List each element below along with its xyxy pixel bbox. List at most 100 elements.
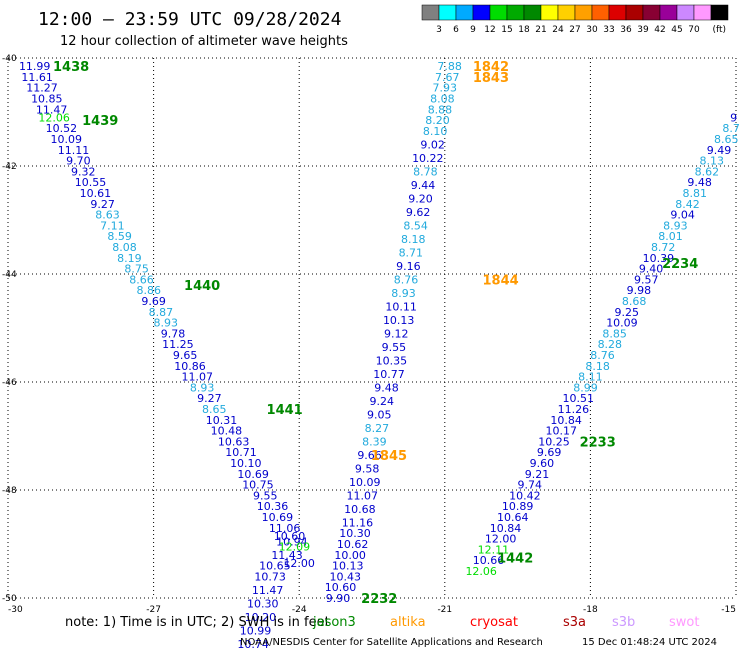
wave-height-value: 9.55: [382, 341, 407, 354]
wave-height-value: 7.11: [100, 219, 125, 232]
x-tick-label: -30: [8, 605, 23, 615]
wave-height-value: 8.28: [598, 338, 623, 351]
colorbar-label: 21: [535, 25, 546, 35]
wave-height-value: 10.52: [46, 122, 78, 135]
colorbar-swatch: [625, 4, 644, 21]
axis-tick-labels: -30 -27 -24 -21 -18 -15 -40 -42 -44 -46 -48 -50: [2, 54, 736, 615]
footer-note: note: 1) Time is in UTC; 2) SWH is in fe…: [65, 615, 330, 630]
wave-height-value: 8.93: [190, 381, 215, 394]
wave-height-value: 10.30: [339, 527, 371, 540]
wave-height-value: 11.25: [162, 338, 194, 351]
wave-height-value: 9.40: [639, 263, 664, 276]
wave-height-value: 11.27: [26, 82, 58, 95]
wave-height-value: 9.24: [369, 395, 394, 408]
wave-height-value: 9.69: [141, 295, 166, 308]
wave-height-value: 9.49: [707, 144, 732, 157]
wave-height-value: 8.93: [391, 287, 416, 300]
wave-height-value: 7.88: [437, 60, 462, 73]
wave-height-value: 10.68: [344, 503, 376, 516]
wave-height-value: 9.32: [71, 165, 96, 178]
wave-height-value: 9.02: [420, 138, 445, 151]
wave-height-value: 8.65: [202, 403, 227, 416]
wave-height-value: 8.13: [699, 155, 724, 168]
chart-title: 12:00 — 23:59 UTC 09/28/2024: [38, 9, 341, 30]
colorbar-swatch: [523, 4, 542, 21]
y-tick-label: -44: [2, 270, 17, 280]
wave-height-value: 8.93: [663, 219, 688, 232]
wave-height-value: 8.19: [117, 252, 142, 265]
colorbar-label: 24: [552, 25, 564, 35]
wave-height-value: 9.60: [530, 457, 555, 470]
x-tick-label: -27: [146, 605, 161, 615]
wave-height-value: 10.94: [276, 535, 308, 548]
satellite-legend-item: altika: [390, 615, 426, 630]
wave-height-value: 8.78: [413, 165, 438, 178]
colorbar-label: 33: [603, 25, 614, 35]
wave-height-value: 10.20: [245, 611, 277, 624]
wave-height-value: 8.76: [394, 273, 419, 286]
wave-height-value: 8.72: [651, 241, 676, 254]
wave-height-value: 8.42: [675, 198, 700, 211]
wave-height-value: 9.04: [670, 209, 695, 222]
satellite-legend: jason3 altika cryosat s3a s3b swot: [312, 615, 699, 630]
wave-height-value: 9.16: [396, 260, 421, 273]
wave-height-value: 12.06: [38, 111, 70, 124]
wave-height-value: 9.21: [525, 468, 550, 481]
colorbar-label: 6: [453, 25, 459, 35]
wave-height-value: 10.43: [330, 570, 362, 583]
wave-height-value: 10.73: [254, 570, 286, 583]
wave-height-value: 11.99: [19, 60, 51, 73]
wave-height-value: 9.62: [406, 206, 431, 219]
colorbar-swatch: [540, 4, 559, 21]
wave-height-value: 8.08: [112, 241, 137, 254]
satellite-legend-item: s3a: [563, 615, 586, 630]
wave-height-value: 10.84: [550, 414, 582, 427]
pass-label: 1842: [473, 60, 509, 75]
wave-height-value: 10.42: [509, 489, 541, 502]
satellite-legend-item: jason3: [312, 615, 356, 630]
wave-height-value: 9.25: [615, 306, 640, 319]
wave-height-value: 9.55: [253, 489, 278, 502]
pass-label: 1442: [497, 552, 533, 567]
wave-height-value: 11.43: [271, 549, 303, 562]
wave-height-value: 8.7: [722, 122, 740, 135]
wave-height-value: 11.47: [252, 584, 284, 597]
grid: [7, 57, 737, 599]
y-tick-label: -50: [2, 594, 17, 604]
wave-height-value: 10.75: [242, 479, 274, 492]
wave-height-value: 10.11: [385, 300, 417, 313]
pass-label: 2233: [580, 435, 616, 450]
wave-height-value: 7.93: [433, 82, 458, 95]
wave-height-value: 9.27: [90, 198, 115, 211]
wave-height-value: 11.26: [558, 403, 590, 416]
colorbar-swatch: [438, 4, 457, 21]
colorbar-unit: (ft): [712, 25, 726, 35]
wave-height-value: 8.10: [423, 125, 448, 138]
satellite-legend-item: s3b: [612, 615, 635, 630]
wave-height-value: 10.74: [237, 638, 269, 650]
wave-height-value: 10.22: [412, 152, 444, 165]
wave-height-value: 10.09: [606, 317, 638, 330]
wave-height-value: 10.39: [643, 252, 675, 265]
colorbar-label: 9: [470, 25, 476, 35]
wave-height-value: 8.87: [149, 306, 174, 319]
wave-height-value: 10.69: [262, 511, 294, 524]
colorbar-swatch: [659, 4, 678, 21]
wave-height-value: 8.01: [658, 230, 683, 243]
footer-credit: NOAA/NESDIS Center for Satellite Applica…: [240, 637, 543, 648]
wave-height-value: 8.99: [573, 381, 598, 394]
wave-height-values: 11.9911.6111.2710.8511.4712.0610.5210.09…: [19, 60, 740, 650]
colorbar-swatch: [642, 4, 661, 21]
wave-height-value: 9.20: [408, 192, 433, 205]
footer-generated: 15 Dec 01:48:24 UTC 2024: [582, 637, 717, 648]
colorbar-label: 18: [518, 25, 530, 35]
wave-height-value: 7.67: [435, 71, 460, 84]
x-tick-label: -15: [721, 605, 736, 615]
wave-height-value: 10.77: [373, 368, 405, 381]
satellite-legend-item: swot: [669, 615, 699, 630]
wave-height-value: 9.66: [357, 449, 382, 462]
wave-height-value: 8.59: [107, 230, 132, 243]
wave-height-value: 8.76: [590, 349, 615, 362]
wave-height-value: 11.06: [269, 522, 301, 535]
wave-height-value: 8.93: [153, 317, 178, 330]
